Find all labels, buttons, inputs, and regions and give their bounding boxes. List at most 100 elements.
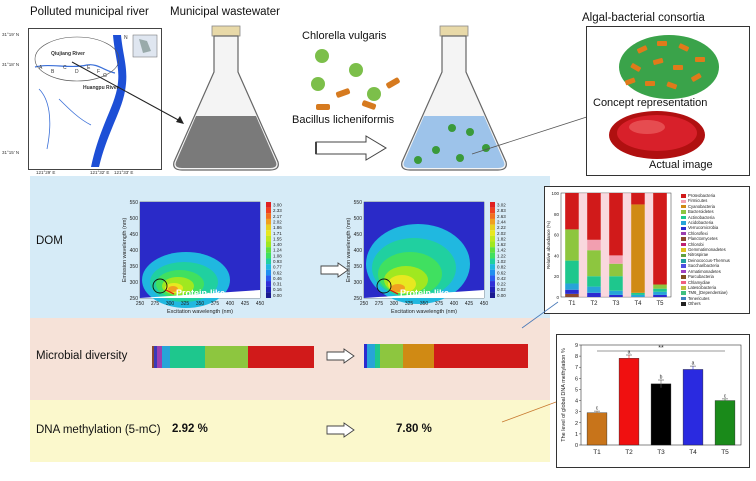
significance-mark: ** [658, 345, 664, 352]
y-tick-label: 450 [130, 232, 139, 238]
color-scale-swatch [266, 235, 271, 242]
legend-swatch [681, 248, 686, 252]
legend-label: Gemmatimonadetes [688, 247, 726, 253]
x-tick-label: 375 [435, 301, 444, 307]
color-scale-swatch [490, 292, 495, 298]
protein-peak-arrow [389, 289, 399, 295]
legend-label: Planctomycetes [688, 236, 718, 242]
significance-letter: c [596, 406, 599, 412]
legend-swatch [681, 275, 686, 279]
stack-segment [653, 193, 667, 285]
legend-item: Tenericutes [681, 296, 730, 301]
microbe-icons [311, 49, 400, 110]
stack-segment [565, 193, 579, 230]
color-scale-label: 1.02 [497, 259, 506, 264]
protein-like-label: Protein-like [400, 288, 449, 298]
category-label: T1 [568, 301, 576, 307]
color-scale-swatch [490, 207, 495, 214]
x-tick-label: 275 [151, 301, 160, 307]
lon-label-2: 121°32' E [90, 170, 110, 175]
stack-segment [565, 289, 579, 294]
y-tick-label: 0 [556, 295, 559, 300]
huangpu-river-shape [91, 35, 127, 167]
color-scale-label: 0.62 [273, 270, 282, 275]
category-label: T3 [612, 301, 620, 307]
stack-connector [578, 193, 588, 297]
eem-blank-region [364, 290, 484, 298]
bacteria-cell [316, 104, 330, 110]
diversity-segment [247, 346, 314, 368]
color-scale-label: 0.42 [497, 276, 506, 281]
y-tick-label: 8 [575, 354, 578, 360]
color-scale-swatch [490, 202, 495, 208]
methylation-chart-panel: 0 1 2 3 4 5 6 7 8 9 The level of global DNA methyl… [556, 334, 750, 468]
legend-label: Deinococcus-Thermus [688, 257, 730, 263]
color-scale-label: 1.71 [273, 231, 282, 236]
site-a: A [39, 65, 43, 71]
legend-item: Proteobacteria [681, 193, 730, 198]
huangpu-label: Huangpu River [83, 85, 119, 91]
x-tick-label: 450 [256, 301, 265, 307]
color-scale-swatch [266, 230, 271, 236]
color-scale-swatch [266, 258, 271, 265]
bar [650, 383, 672, 446]
color-scale-label: 0.00 [497, 293, 506, 298]
stack-connector [622, 193, 632, 297]
significance-letter: a [692, 361, 695, 367]
category-label: T5 [721, 449, 729, 456]
qiujiang-river-shape [34, 64, 116, 74]
legend-item: Deinococcus-Thermus [681, 258, 730, 263]
bacteria-cell [335, 88, 351, 98]
algae-cell [311, 77, 325, 91]
algae-cell [349, 63, 363, 77]
diversity-segment [434, 344, 528, 368]
legend-swatch [681, 302, 686, 306]
color-scale-swatch [266, 247, 271, 253]
color-scale-swatch [266, 224, 271, 231]
legend-swatch [681, 280, 686, 285]
site-f: F [97, 69, 101, 75]
algae-label: Chlorella vulgaris [302, 30, 387, 42]
bacteria-label: Bacillus licheniformis [292, 114, 395, 126]
y-tick-label: 550 [354, 200, 363, 206]
color-scale-label: 1.55 [273, 236, 282, 241]
color-scale-swatch [490, 218, 495, 225]
tributary-shape [58, 98, 92, 126]
x-tick-label: 325 [181, 301, 190, 307]
legend-label: Chlamydiae [688, 279, 711, 285]
y-tick-label: 40 [554, 253, 560, 258]
actual-label: Actual image [649, 159, 713, 171]
x-tick-label: 425 [241, 301, 250, 307]
stack-segment [631, 193, 645, 205]
legend-item: Firmicutes [681, 198, 730, 203]
color-scale-label: 0.93 [273, 259, 282, 264]
color-scale-swatch [490, 213, 495, 219]
stack-connector [644, 193, 654, 297]
y-tick-label: 250 [130, 296, 139, 302]
color-scale-swatch [266, 275, 271, 282]
legend-label: Chlorobi [688, 241, 704, 247]
significance-letter: a [628, 350, 631, 356]
x-tick-label: 275 [375, 301, 384, 307]
color-scale-label: 0.31 [273, 282, 282, 287]
legend-item: Nitrospirae [681, 252, 730, 257]
color-scale-swatch [490, 230, 495, 236]
methylation-label: DNA methylation (5-mC) [36, 424, 161, 436]
stack-segment [653, 288, 667, 292]
color-scale-label: 3.00 [273, 203, 282, 208]
algae-cell [367, 87, 381, 101]
stack-connector [600, 193, 610, 297]
y-tick-label: 500 [354, 216, 363, 222]
color-scale-swatch [266, 207, 271, 214]
eem-plot-after: Protein-like 250 275 300 325 350 375 400 425 450 2… [346, 200, 506, 315]
legend-swatch [681, 210, 686, 214]
y-tick-label: 9 [575, 343, 578, 349]
lon-label-3: 121°33' E [114, 170, 134, 175]
color-scale-swatch [266, 281, 271, 287]
consortia-panel: Concept representation Actual image [586, 26, 750, 176]
legend-label: Saccharibacteria [688, 263, 720, 269]
color-scale-swatch [490, 281, 495, 287]
color-scale-label: 0.16 [273, 287, 282, 292]
legend-swatch [681, 226, 686, 231]
diversity-segment [156, 346, 162, 368]
